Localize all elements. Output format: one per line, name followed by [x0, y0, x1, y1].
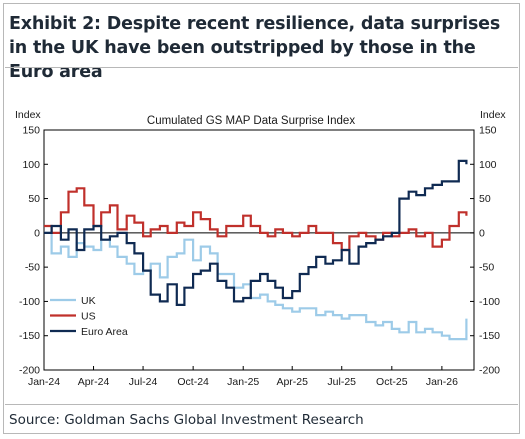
y-tick-label-right: 150 — [479, 125, 497, 137]
exhibit-frame — [3, 3, 520, 434]
x-tick-label: Jul-24 — [129, 376, 158, 388]
x-tick-label: Jan-25 — [227, 376, 259, 388]
chart-title: Cumulated GS MAP Data Surprise Index — [147, 115, 355, 127]
y-tick-label-right: -200 — [479, 365, 500, 377]
series-layer — [44, 159, 468, 341]
title-separator — [5, 67, 518, 68]
plot-border — [43, 129, 475, 371]
legend-label-uk: UK — [81, 295, 96, 307]
y-tick-label-right: -50 — [479, 262, 494, 274]
x-tick-label: Jan-24 — [28, 376, 60, 388]
legend-label-us: US — [81, 311, 96, 323]
x-tick-label: Jan-26 — [426, 376, 458, 388]
x-tick-label: Jul-25 — [327, 376, 356, 388]
x-tick-label: Apr-24 — [78, 376, 110, 388]
y-tick-label-left: -200 — [19, 365, 40, 377]
legend-label-euro-area: Euro Area — [81, 326, 128, 338]
y-tick-label-right: -150 — [479, 330, 500, 342]
axes: -200 -200 -150 -150 -100 -100 -50 -50 0 0 50 50 100 1… — [19, 125, 500, 389]
y-tick-label-left: 150 — [22, 125, 40, 137]
series-line-us — [44, 187, 468, 252]
legend: UK US Euro Area — [50, 295, 128, 338]
y-tick-label-right: -100 — [479, 296, 500, 308]
x-tick-label: Oct-24 — [177, 376, 209, 388]
x-tick-label: Oct-25 — [376, 376, 408, 388]
y-tick-label-left: 0 — [34, 227, 40, 239]
y-tick-label-right: 50 — [479, 193, 491, 205]
y-axis-label-left: Index — [15, 109, 41, 121]
x-tick-label: Apr-25 — [276, 376, 308, 388]
y-tick-label-left: -100 — [19, 296, 40, 308]
source-separator — [5, 404, 518, 405]
source-note: Source: Goldman Sachs Global Investment … — [9, 412, 364, 428]
y-tick-label-left: 50 — [28, 193, 40, 205]
series-line-euro-area — [44, 159, 468, 306]
y-axis-label-right: Index — [480, 109, 506, 121]
series-line-uk — [44, 231, 468, 341]
y-tick-label-left: -50 — [25, 262, 40, 274]
y-tick-label-left: 100 — [22, 159, 40, 171]
y-tick-label-right: 0 — [479, 227, 485, 239]
y-tick-label-left: -150 — [19, 330, 40, 342]
y-tick-label-right: 100 — [479, 159, 497, 171]
